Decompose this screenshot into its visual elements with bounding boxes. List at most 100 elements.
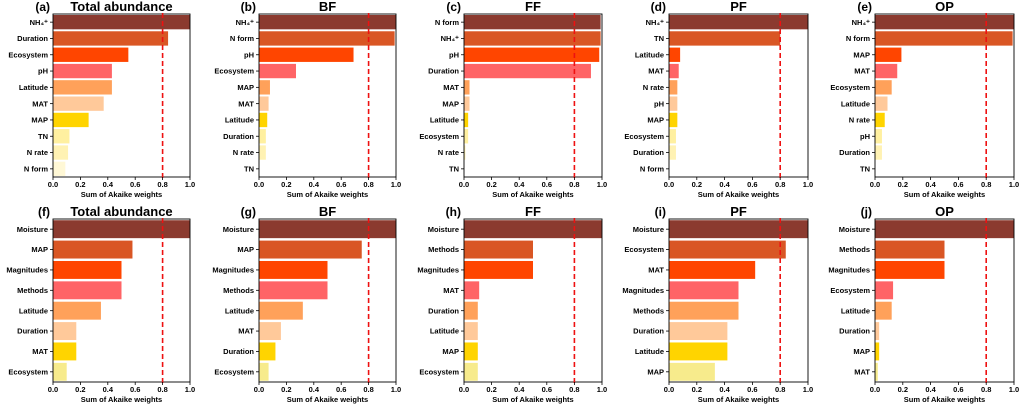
- panel-h: (h) FF Moisture Methods Magnitudes MAT Duratio…: [417, 204, 607, 404]
- y-tick-label: Latitude: [225, 306, 254, 315]
- bar: [669, 220, 808, 239]
- x-tick-label: 0.8: [157, 385, 167, 394]
- x-tick-label: 0.6: [747, 180, 757, 189]
- bar: [259, 260, 328, 279]
- panel-title: PF: [730, 204, 747, 219]
- y-tick-label: MAP: [853, 347, 870, 356]
- bar: [464, 63, 591, 79]
- x-tick-label: 0.6: [336, 385, 346, 394]
- x-tick-label: 0.6: [953, 385, 963, 394]
- y-tick-label: MAT: [648, 266, 664, 275]
- y-tick-label: Ecosystem: [830, 83, 870, 92]
- x-tick-label: 0.2: [898, 180, 908, 189]
- bar: [875, 80, 892, 95]
- x-tick-label: 1.0: [597, 180, 607, 189]
- bar: [259, 96, 269, 111]
- x-tick-label: 0.2: [692, 385, 702, 394]
- panel-title: BF: [319, 0, 336, 14]
- bar: [464, 112, 469, 128]
- x-tick-label: 0.2: [281, 180, 291, 189]
- y-tick-label: TN: [860, 164, 870, 173]
- bar: [53, 301, 101, 320]
- bar: [669, 362, 715, 381]
- panel-letter: (d): [651, 0, 666, 14]
- y-tick-label: Ecosystem: [624, 132, 664, 141]
- y-tick-label: MAP: [31, 116, 48, 125]
- y-tick-label: NH₄⁺: [646, 18, 664, 27]
- bar: [669, 96, 678, 111]
- x-tick-label: 0.2: [692, 180, 702, 189]
- y-tick-label: Duration: [428, 67, 459, 76]
- y-tick-label: N form: [230, 34, 254, 43]
- x-tick-label: 1.0: [1009, 180, 1019, 189]
- x-tick-label: 0.4: [309, 180, 320, 189]
- plot-frame: [463, 13, 603, 178]
- panel-letter: (g): [241, 205, 256, 219]
- y-tick-label: MAP: [647, 367, 664, 376]
- y-tick-label: NH₄⁺: [441, 34, 459, 43]
- bar: [464, 129, 469, 144]
- bar: [53, 281, 122, 300]
- y-tick-label: TN: [449, 164, 459, 173]
- bar: [875, 96, 888, 111]
- bar: [53, 342, 77, 361]
- bar: [464, 281, 480, 300]
- bar: [464, 96, 470, 111]
- panel-letter: (i): [655, 205, 666, 219]
- x-tick-label: 0.0: [48, 180, 58, 189]
- panel-b: (b) BF NH₄⁺ N form pH Ecosystem MAP MAT Latitude…: [214, 0, 401, 199]
- y-tick-label: Magnitudes: [828, 266, 870, 275]
- bar: [669, 260, 756, 279]
- bar: [875, 63, 898, 79]
- bar: [669, 322, 728, 341]
- y-tick-label: MAP: [853, 50, 870, 59]
- panel-letter: (f): [38, 205, 50, 219]
- panel-letter: (h): [446, 205, 461, 219]
- bar: [464, 301, 478, 320]
- panel-letter: (c): [446, 0, 461, 14]
- bar: [53, 31, 169, 46]
- panel-title: OP: [935, 0, 954, 14]
- panel-title: OP: [935, 204, 954, 219]
- x-tick-label: 0.8: [363, 180, 373, 189]
- x-tick-label: 0.4: [514, 180, 525, 189]
- y-tick-label: Magnitudes: [212, 266, 254, 275]
- y-tick-label: MAT: [32, 99, 48, 108]
- panel-title: PF: [730, 0, 747, 14]
- x-tick-label: 0.8: [775, 385, 785, 394]
- y-tick-label: Duration: [17, 327, 48, 336]
- x-tick-label: 1.0: [1009, 385, 1019, 394]
- y-tick-label: TN: [244, 164, 254, 173]
- x-tick-label: 0.6: [747, 385, 757, 394]
- x-tick-label: 0.8: [981, 180, 991, 189]
- x-tick-label: 0.6: [542, 385, 552, 394]
- bar: [464, 342, 478, 361]
- bar: [875, 47, 902, 62]
- x-tick-label: 0.8: [775, 180, 785, 189]
- y-tick-label: Methods: [17, 286, 48, 295]
- x-tick-label: 0.4: [514, 385, 525, 394]
- x-tick-label: 0.4: [925, 385, 936, 394]
- bar: [259, 220, 396, 239]
- x-axis-label: Sum of Akaike weights: [698, 190, 779, 199]
- plot-frame: [668, 218, 809, 383]
- bar: [875, 14, 1014, 30]
- x-tick-label: 1.0: [391, 385, 401, 394]
- y-tick-label: Moisture: [17, 225, 48, 234]
- x-tick-label: 1.0: [391, 180, 401, 189]
- x-tick-label: 0.2: [281, 385, 291, 394]
- y-tick-label: Moisture: [839, 225, 870, 234]
- y-tick-label: Ecosystem: [830, 286, 870, 295]
- y-tick-label: N rate: [27, 148, 48, 157]
- x-axis-label: Sum of Akaike weights: [492, 395, 573, 404]
- bar: [464, 240, 533, 259]
- x-tick-label: 0.2: [898, 385, 908, 394]
- y-tick-label: Latitude: [430, 327, 459, 336]
- y-tick-label: N rate: [233, 148, 254, 157]
- bar: [875, 112, 885, 128]
- plot-frame: [52, 218, 191, 383]
- bar: [669, 129, 676, 144]
- panel-title: Total abundance: [70, 204, 172, 219]
- bar: [875, 322, 880, 341]
- x-tick-label: 0.8: [363, 385, 373, 394]
